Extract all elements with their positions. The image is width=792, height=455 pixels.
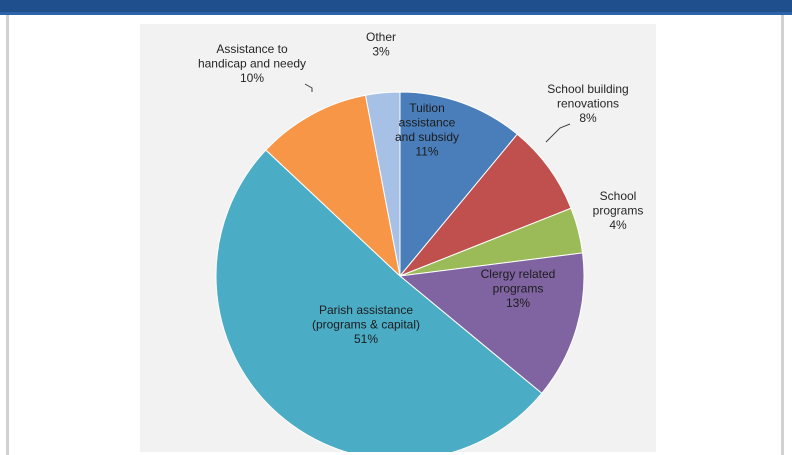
pie-chart: Tuition assistance and subsidy 11% School bu…	[198, 30, 644, 452]
pie-slice-school-building	[399, 133, 572, 277]
slice-label-tuition: Tuition assistance and subsidy 11%	[395, 101, 459, 159]
slice-label-school: School programs 4%	[593, 189, 644, 232]
pie-slice-assistance-to	[265, 94, 401, 278]
slice-label-school-building: School building renovations 8%	[547, 82, 628, 125]
left-border	[6, 15, 9, 455]
leader-line-assistance-to	[304, 83, 313, 92]
chart-panel: Tuition assistance and subsidy 11% School bu…	[140, 24, 656, 452]
slice-label-clergy-related: Clergy related programs 13%	[481, 267, 556, 310]
slice-label-assistance-to: Assistance to handicap and needy 10%	[198, 42, 306, 85]
pie-slice-parish-assistance	[215, 149, 543, 452]
pie-slice-other	[364, 91, 401, 277]
header-accent-line	[0, 12, 792, 15]
pie-slice-clergy-related	[398, 252, 585, 394]
right-border	[781, 15, 784, 455]
slice-label-parish-assistance: Parish assistance (programs & capital) 51%	[312, 303, 420, 346]
slice-label-other: Other 3%	[366, 30, 396, 59]
pie-slice-tuition	[399, 91, 518, 278]
leader-line-school-building	[545, 123, 571, 143]
